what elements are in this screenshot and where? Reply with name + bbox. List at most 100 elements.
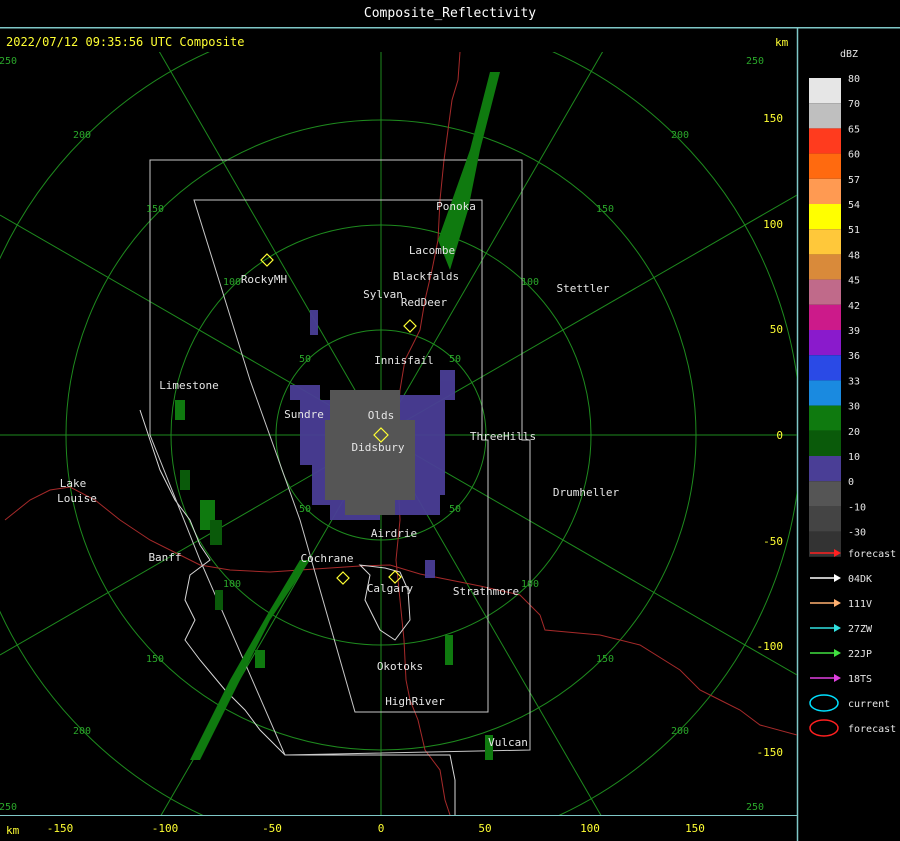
legend-level-label: 65 [848,124,860,135]
track-arrowhead-icon [834,674,841,682]
x-tick-label: 0 [378,822,385,835]
ring-label: 100 [521,277,539,288]
legend-track-label: 22JP [848,649,872,660]
legend-level-label: 70 [848,99,860,110]
ring-label: 200 [671,726,689,737]
town-label: Vulcan [488,736,528,749]
legend-track-label: 111V [848,599,872,610]
track-arrowhead-icon [834,574,841,582]
x-tick-label: 100 [580,822,600,835]
radar-sites [260,253,417,585]
town-label: Innisfail [374,354,434,367]
town-label: RockyMH [241,273,287,286]
ring-label: 250 [746,802,764,813]
legend-level-label: 54 [848,200,860,211]
legend-track-label: 04DK [848,574,872,585]
legend-swatch [809,128,841,154]
ring-label: 50 [449,504,461,515]
legend-level-label: 45 [848,276,860,287]
legend-level-label: 0 [848,477,854,488]
ring-label: 250 [0,802,17,813]
legend-swatch [809,430,841,456]
town-label: Lake [60,477,87,490]
town-label: ThreeHills [470,430,536,443]
reflectivity-echoes [175,72,500,760]
town-label: Okotoks [377,660,423,673]
legend-swatch [809,330,841,356]
track-arrowhead-icon [834,624,841,632]
town-label: Ponoka [436,200,476,213]
town-label: Airdrie [371,527,417,540]
y-axis-ticks: 150 100 50 0 -50 -100 -150 [757,112,784,759]
town-label: Sylvan [363,288,403,301]
town-label: Drumheller [553,486,620,499]
ring-label: 50 [299,504,311,515]
legend-swatch [809,153,841,179]
ring-label: 200 [73,726,91,737]
town-label: Didsbury [352,441,405,454]
legend-swatch [809,229,841,255]
y-tick-label: 0 [776,429,783,442]
track-ellipse-icon [809,719,839,737]
x-tick-label: 150 [685,822,705,835]
timestamp-label: 2022/07/12 09:35:56 UTC Composite [6,35,244,49]
legend-color-scale: 80 70 65 60 57 54 51 48 45 42 39 36 33 30 20 10 0 -10 -30 [809,74,866,557]
legend-level-label: -10 [848,502,866,513]
legend-swatch [809,456,841,482]
plot-area: 50 50 50 50 100 100 100 100 150 150 150 150 200 200 20… [0,52,797,815]
x-tick-label: -100 [152,822,179,835]
legend-level-label: 33 [848,376,860,387]
ring-label: 200 [671,130,689,141]
window-title: Composite_Reflectivity [363,6,537,21]
town-label: RedDeer [401,296,448,309]
legend-tracks: forecast 04DK 111V 27ZW 22JP 18TS current forec… [809,549,896,737]
ring-label: 150 [596,204,614,215]
x-tick-label: -50 [262,822,282,835]
town-label: Sundre [284,408,324,421]
legend-swatch [809,204,841,230]
town-label: Strathmore [453,585,519,598]
ring-label: 200 [73,130,91,141]
legend-level-label: 30 [848,402,860,413]
track-arrowhead-icon [834,649,841,657]
ring-label: 50 [299,354,311,365]
town-label: Banff [148,551,181,564]
ring-label: 150 [146,204,164,215]
legend-level-label: -30 [848,528,866,539]
town-label: HighRiver [385,695,445,708]
town-label: Blackfalds [393,270,459,283]
legend-track-label: 27ZW [848,624,873,635]
legend-swatch [809,178,841,204]
ring-label: 150 [596,654,614,665]
legend-level-label: 51 [848,225,860,236]
town-label: Stettler [557,282,610,295]
y-tick-label: 50 [770,323,783,336]
ring-labels: 50 50 50 50 100 100 100 100 150 150 150 150 200 200 20… [0,56,764,813]
units-bottom-label: km [6,824,20,837]
legend-swatch [809,355,841,381]
legend-panel: dBZ 80 70 65 60 57 54 51 48 45 42 39 36 33 30 20 10 0 -10… [809,49,896,737]
legend-level-label: 48 [848,250,860,261]
legend-swatch [809,254,841,280]
y-tick-label: -50 [763,535,783,548]
ring-label: 100 [223,277,241,288]
ring-label: 50 [449,354,461,365]
x-tick-label: 50 [478,822,491,835]
track-ellipse-icon [809,694,839,712]
ring-label: 250 [0,56,17,67]
y-tick-label: 100 [763,218,783,231]
legend-swatch [809,405,841,431]
legend-track-label: forecast [848,724,896,735]
y-tick-label: -150 [757,746,784,759]
radar-site-marker [373,427,389,443]
legend-swatch [809,304,841,330]
legend-unit: dBZ [840,49,858,60]
legend-level-label: 39 [848,326,860,337]
legend-level-label: 36 [848,351,860,362]
track-arrowhead-icon [834,549,841,557]
town-label: Cochrane [301,552,354,565]
x-axis-ticks: -150 -100 -50 0 50 100 150 [47,822,705,835]
